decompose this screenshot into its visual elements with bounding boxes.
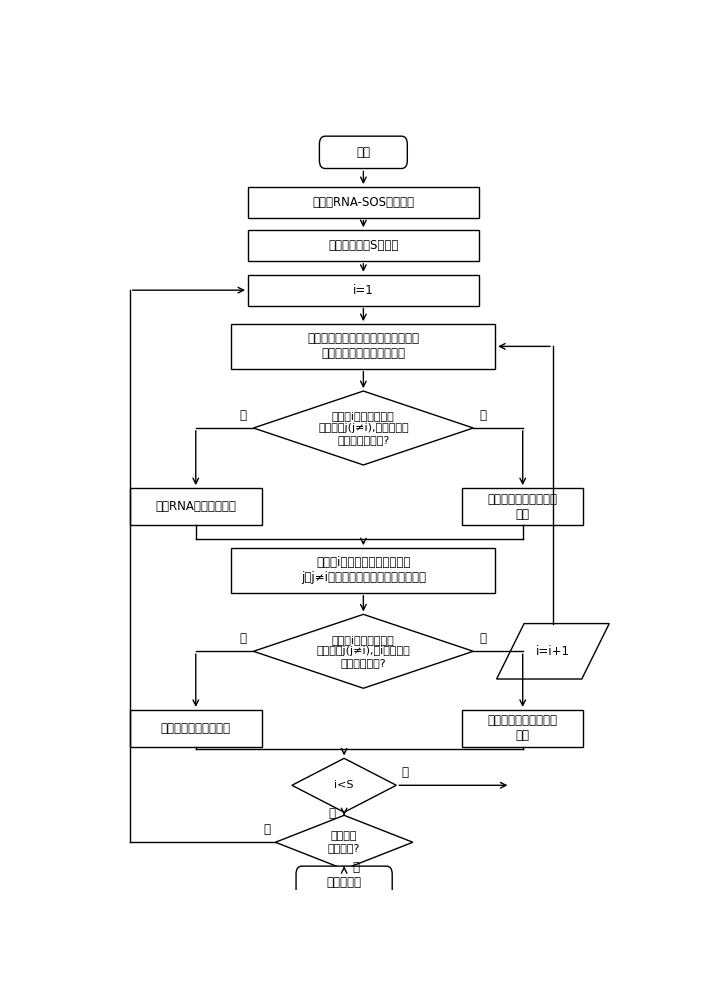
Text: 是: 是 bbox=[240, 632, 247, 645]
Polygon shape bbox=[496, 624, 609, 679]
Bar bbox=[248, 230, 479, 261]
Text: 计算种群中所有个体的适应度值，将
其分为中性个体和有害个体: 计算种群中所有个体的适应度值，将 其分为中性个体和有害个体 bbox=[308, 332, 419, 360]
Bar bbox=[462, 710, 583, 747]
Text: 是否满足
终止规则?: 是否满足 终止规则? bbox=[328, 831, 360, 853]
Polygon shape bbox=[275, 815, 413, 869]
Text: i=1: i=1 bbox=[353, 284, 374, 297]
FancyBboxPatch shape bbox=[319, 136, 407, 169]
Text: 进行变异寄生阶段搜索: 进行变异寄生阶段搜索 bbox=[161, 722, 230, 735]
Text: 开始: 开始 bbox=[357, 146, 370, 159]
Text: 否: 否 bbox=[263, 823, 270, 836]
Text: 进行共生生物寄生阶段
搜索: 进行共生生物寄生阶段 搜索 bbox=[488, 714, 558, 742]
Text: 对于第i个个体，随机
选择个体j(j≠i),两个个体是
否均为中性个体?: 对于第i个个体，随机 选择个体j(j≠i),两个个体是 否均为中性个体? bbox=[318, 411, 408, 445]
Polygon shape bbox=[254, 614, 474, 688]
Text: i=i+1: i=i+1 bbox=[536, 645, 570, 658]
Bar bbox=[231, 548, 495, 593]
Text: 初始化大小为S的种群: 初始化大小为S的种群 bbox=[328, 239, 398, 252]
Text: 否: 否 bbox=[329, 807, 336, 820]
Text: 是: 是 bbox=[240, 409, 247, 422]
Text: 是: 是 bbox=[352, 861, 359, 874]
Text: i<S: i<S bbox=[335, 780, 354, 790]
Bar bbox=[130, 710, 262, 747]
Bar bbox=[462, 488, 583, 525]
Bar bbox=[130, 488, 262, 525]
Text: 否: 否 bbox=[480, 632, 487, 645]
Polygon shape bbox=[292, 758, 396, 812]
Polygon shape bbox=[254, 391, 474, 465]
Text: 对于第i个个体，随机选择个体
j（j≠i），进行共生生物共栖阶段搜索: 对于第i个个体，随机选择个体 j（j≠i），进行共生生物共栖阶段搜索 bbox=[301, 556, 426, 584]
Text: 初始化RNA-SOS算法参数: 初始化RNA-SOS算法参数 bbox=[313, 196, 414, 209]
Text: 是: 是 bbox=[402, 766, 409, 779]
Text: 输出最优解: 输出最优解 bbox=[327, 876, 362, 889]
FancyBboxPatch shape bbox=[296, 866, 392, 898]
Text: 进行RNA精英交叉操作: 进行RNA精英交叉操作 bbox=[155, 500, 236, 513]
Bar bbox=[248, 187, 479, 218]
Text: 进行共生生物互利阶段
搜索: 进行共生生物互利阶段 搜索 bbox=[488, 493, 558, 521]
Bar bbox=[231, 324, 495, 369]
Bar bbox=[248, 275, 479, 306]
Text: 否: 否 bbox=[480, 409, 487, 422]
Text: 对于第i个个体，随机
选择个体j(j≠i),第i个个体是
否为中性个体?: 对于第i个个体，随机 选择个体j(j≠i),第i个个体是 否为中性个体? bbox=[316, 635, 411, 668]
